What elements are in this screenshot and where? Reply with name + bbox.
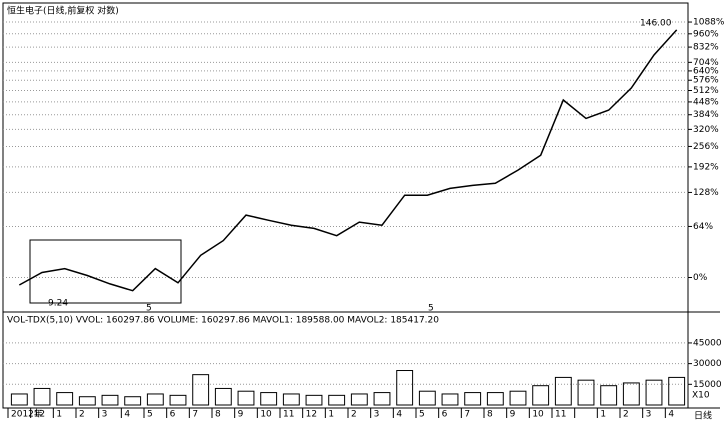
annotation: 5 [146,304,152,314]
volume-bar [282,393,300,406]
y-tick-label: 704% [693,58,719,68]
x-tick-label: 4 [124,410,130,420]
x-tick-label: 6 [442,410,448,420]
volume-bar [532,385,550,406]
volume-bar [192,374,210,406]
volume-bar [464,392,482,406]
chart-title: 恒生电子(日线,前复权 对数) [7,5,119,17]
volume-bar [622,382,640,406]
y-tick-label: 0% [693,273,708,283]
x-tick-label: 9 [510,410,516,420]
x-tick-label: 12 [34,410,45,420]
volume-bar [169,394,187,406]
x-tick-label: 8 [215,410,221,420]
x-tick-label: 2 [79,410,85,420]
volume-bar [509,390,527,406]
x-tick-label: 3 [646,410,652,420]
x-tick-label: 1 [328,410,334,420]
y-tick-label: 576% [693,76,719,86]
volume-bar [56,392,74,406]
y-tick-label: 30000 [693,359,722,369]
volume-bar [328,394,346,406]
x-tick-label: 2 [351,410,357,420]
x-tick-label: 5 [147,410,153,420]
volume-bar [124,396,142,406]
x-tick-label: 2012年 [11,408,43,420]
volume-bar [101,394,119,406]
x-tick-label: 7 [192,410,198,420]
x-tick-label: 2 [623,410,629,420]
frame [2,2,689,409]
x-tick-label: 6 [170,410,176,420]
y-tick-label: 640% [693,66,719,76]
x-tick-label: 10 [260,410,272,420]
x-tick-label: 11 [283,410,294,420]
x-tick-label: 1 [56,410,62,420]
annotation: 146.00 [640,19,672,29]
y-tick-label: 192% [693,162,719,172]
volume-bar [350,393,368,406]
volume-bar [214,387,232,406]
y-tick-label: 960% [693,29,719,39]
x-tick-label: 8 [487,410,493,420]
period-label: 日线 [694,410,712,422]
volume-bar [418,390,436,406]
y-tick-label: 128% [693,188,719,198]
volume-bar [645,379,663,406]
volume-bar [305,394,323,406]
volume-bar [146,393,164,406]
y-tick-label: 256% [693,142,719,152]
unit-label: X10 [692,391,710,401]
x-tick-label: 10 [532,410,544,420]
x-tick-label: 9 [238,410,244,420]
y-tick-label: 45000 [693,338,722,348]
y-tick-label: 384% [693,110,719,120]
y-tick-label: 15000 [693,380,722,390]
volume-title: VOL-TDX(5,10) VVOL: 160297.86 VOLUME: 16… [7,316,439,326]
x-tick-label: 11 [555,410,566,420]
y-tick-label: 512% [693,86,719,96]
annotation: 9.24 [48,299,68,309]
x-tick-label: 3 [374,410,380,420]
x-tick-label: 1 [600,410,606,420]
volume-bar [78,396,96,406]
volume-bar [486,392,504,406]
annotation: 5 [428,304,434,314]
highlight-box [29,239,182,304]
volume-bar [237,390,255,406]
volume-bar [441,393,459,406]
x-tick-label: 5 [419,410,425,420]
volume-bar [554,376,572,406]
x-tick-label: 12 [306,410,317,420]
x-tick-label: 7 [464,410,470,420]
volume-bar [373,392,391,406]
x-tick-label: 3 [102,410,108,420]
y-tick-label: 1088% [693,18,725,28]
y-tick-label: 64% [693,222,713,232]
y-tick-label: 832% [693,43,719,53]
price-line [18,29,678,292]
y-tick-label: 448% [693,97,719,107]
x-tick-label: 4 [396,410,402,420]
volume-bar [577,379,595,406]
volume-bar [33,387,51,406]
volume-bar [10,393,28,406]
x-tick-label: 4 [668,410,674,420]
volume-bar [600,385,618,406]
volume-bar [260,392,278,406]
volume-bar [396,370,414,406]
volume-bar [668,376,686,406]
y-tick-label: 320% [693,125,719,135]
